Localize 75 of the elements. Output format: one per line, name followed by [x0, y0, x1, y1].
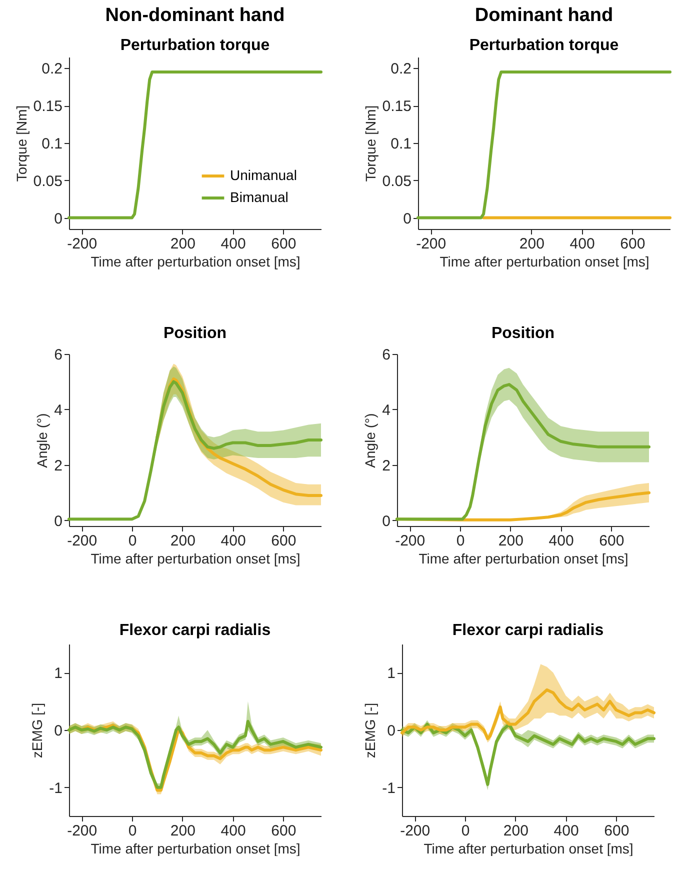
x-tick-label: 600 [271, 822, 296, 840]
x-axis-title: Time after perturbation onset [ms] [90, 550, 300, 566]
chart-title: Position [491, 325, 555, 342]
y-tick-label: 0 [387, 722, 396, 740]
x-tick-label: 0 [128, 532, 137, 550]
x-tick-label: 600 [620, 236, 646, 252]
x-tick-label: 400 [570, 236, 595, 252]
x-axis-title: Time after perturbation onset [ms] [418, 550, 628, 566]
y-tick-label: 0 [382, 512, 390, 530]
y-axis-title: Angle (°) [34, 413, 50, 468]
chart-title: Flexor carpi radialis [452, 622, 604, 639]
x-tick-label: -200 [67, 236, 98, 252]
x-tick-label: -200 [67, 822, 98, 840]
x-tick-label: 0 [128, 822, 137, 840]
x-tick-label: -200 [67, 532, 98, 550]
y-tick-label: 1 [387, 665, 396, 682]
x-tick-label: -200 [395, 532, 426, 550]
line-series [68, 70, 322, 220]
x-tick-label: -200 [400, 822, 430, 840]
x-tick-label: 600 [604, 822, 630, 840]
x-tick-label: 600 [271, 532, 296, 550]
y-tick-label: 0.2 [42, 60, 62, 78]
x-tick-label: 400 [220, 236, 246, 252]
x-tick-label: 600 [599, 532, 624, 550]
y-tick-label: 0.05 [33, 172, 62, 190]
x-tick-label: 400 [220, 532, 246, 550]
y-tick-label: 4 [54, 402, 62, 419]
y-axis-title: Torque [Nm] [362, 105, 378, 182]
y-tick-label: 6 [382, 346, 390, 364]
x-tick-label: 400 [548, 532, 574, 550]
y-axis-title: Angle (°) [362, 413, 378, 468]
legend-label: Unimanual [230, 167, 297, 183]
y-tick-label: 0 [54, 722, 62, 740]
chart-subtitle: Perturbation torque [469, 37, 619, 54]
y-tick-label: 0.1 [390, 136, 412, 152]
line-series [400, 688, 656, 740]
x-axis-title: Time after perturbation onset [ms] [90, 254, 300, 270]
x-tick-label: 0 [456, 532, 465, 550]
x-axis-title: Time after perturbation onset [ms] [440, 254, 650, 270]
x-tick-label: 200 [498, 532, 524, 550]
y-tick-label: 4 [382, 402, 390, 419]
x-tick-label: 200 [170, 822, 196, 840]
legend-label: Bimanual [230, 189, 288, 205]
y-tick-label: 2 [54, 457, 62, 474]
y-tick-label: 0 [54, 210, 62, 228]
y-axis-title: Torque [Nm] [13, 105, 30, 182]
y-tick-label: -1 [49, 780, 62, 797]
x-tick-label: 400 [220, 822, 246, 840]
y-tick-label: 0.05 [382, 172, 412, 190]
y-axis-title: zEMG [-] [29, 702, 46, 758]
x-tick-label: 200 [519, 236, 544, 252]
y-tick-label: 2 [382, 457, 390, 474]
y-axis-title: zEMG [-] [362, 702, 378, 758]
y-tick-label: 0.15 [33, 98, 62, 116]
x-tick-label: 600 [271, 236, 296, 252]
y-tick-label: 0.2 [390, 60, 412, 78]
x-tick-label: 200 [170, 236, 196, 252]
y-tick-label: 0.15 [382, 98, 412, 116]
y-tick-label: 0.1 [42, 136, 62, 152]
chart-title: Flexor carpi radialis [119, 622, 271, 639]
x-tick-label: 0 [461, 822, 470, 840]
y-tick-label: 1 [54, 665, 62, 682]
chart-title: Position [163, 325, 227, 342]
x-tick-label: 400 [554, 822, 579, 840]
y-tick-label: 6 [54, 346, 62, 364]
chart-title: Non-dominant hand [105, 5, 285, 26]
chart-title: Dominant hand [474, 5, 614, 26]
y-tick-label: -1 [382, 780, 396, 797]
x-tick-label: -200 [416, 236, 446, 252]
y-tick-label: 0 [403, 210, 412, 228]
x-tick-label: 200 [503, 822, 528, 840]
chart-subtitle: Perturbation torque [120, 37, 270, 54]
x-tick-label: 200 [170, 532, 196, 550]
y-tick-label: 0 [54, 512, 62, 530]
line-series [416, 70, 672, 220]
